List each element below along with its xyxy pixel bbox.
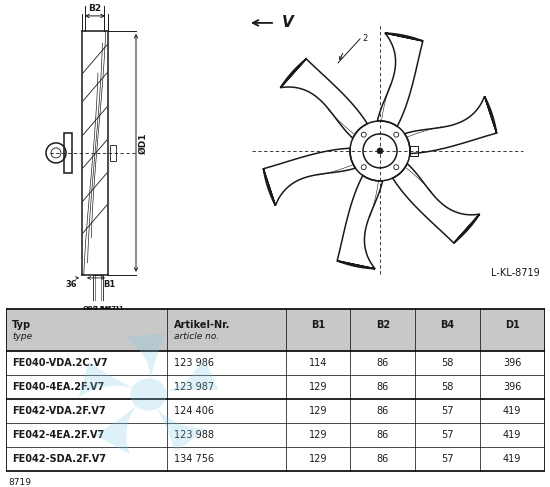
Text: FE042-SDA.2F.V7: FE042-SDA.2F.V7 [12, 454, 106, 464]
Text: 419: 419 [503, 454, 521, 464]
Text: type: type [12, 332, 32, 341]
Text: 57: 57 [441, 430, 454, 440]
Text: 123 988: 123 988 [174, 430, 213, 440]
Polygon shape [165, 356, 218, 392]
Text: 419: 419 [503, 406, 521, 416]
Text: M6: M6 [100, 306, 112, 312]
Text: 86: 86 [377, 430, 389, 440]
Polygon shape [79, 362, 134, 397]
Text: 36: 36 [65, 280, 77, 289]
Text: Typ: Typ [12, 320, 31, 331]
Text: 58: 58 [441, 382, 454, 392]
Bar [93, 275, 103, 303]
Polygon shape [124, 334, 165, 380]
Text: V: V [282, 16, 294, 30]
Bar [110, 145, 116, 161]
Text: 86: 86 [377, 382, 389, 392]
Text: 123 986: 123 986 [174, 358, 213, 368]
Text: B2: B2 [89, 4, 102, 13]
Text: 57: 57 [441, 454, 454, 464]
Text: 419: 419 [503, 430, 521, 440]
Bar [6, 309, 544, 351]
Text: Artikel-Nr.: Artikel-Nr. [174, 320, 230, 331]
Bar [410, 146, 418, 156]
Text: 129: 129 [309, 430, 327, 440]
Text: FE040-VDA.2C.V7: FE040-VDA.2C.V7 [12, 358, 108, 368]
Text: 129: 129 [309, 382, 327, 392]
Text: 8719: 8719 [8, 478, 31, 487]
Text: 86: 86 [377, 358, 389, 368]
Text: article no.: article no. [174, 332, 219, 341]
Text: ØD1: ØD1 [139, 132, 148, 154]
Text: B2: B2 [376, 320, 390, 331]
Text: 123 987: 123 987 [174, 382, 214, 392]
Text: 124 406: 124 406 [174, 406, 213, 416]
Text: Ø90: Ø90 [83, 306, 99, 312]
Text: FE042-VDA.2F.V7: FE042-VDA.2F.V7 [12, 406, 106, 416]
Polygon shape [156, 407, 207, 452]
Text: 2: 2 [362, 35, 367, 43]
Circle shape [377, 148, 383, 154]
Text: 396: 396 [503, 382, 521, 392]
Text: B1: B1 [103, 280, 115, 289]
Text: 11: 11 [114, 306, 124, 312]
Polygon shape [95, 405, 137, 454]
Text: B1: B1 [311, 320, 325, 331]
Text: 7: 7 [111, 306, 116, 312]
Text: 58: 58 [441, 358, 454, 368]
Text: 129: 129 [309, 454, 327, 464]
Text: 86: 86 [377, 454, 389, 464]
Text: 57: 57 [441, 406, 454, 416]
Text: 134 756: 134 756 [174, 454, 214, 464]
Bar [64, 133, 72, 173]
Text: 396: 396 [503, 358, 521, 368]
Text: B4: B4 [441, 320, 454, 331]
Text: 86: 86 [377, 406, 389, 416]
Text: FE042-4EA.2F.V7: FE042-4EA.2F.V7 [12, 430, 104, 440]
Text: 114: 114 [309, 358, 327, 368]
Text: 7.5: 7.5 [93, 306, 105, 312]
Text: L-KL-8719: L-KL-8719 [491, 268, 540, 278]
Text: D1: D1 [505, 320, 520, 331]
Text: FE040-4EA.2F.V7: FE040-4EA.2F.V7 [12, 382, 104, 392]
Circle shape [130, 378, 167, 411]
Text: 129: 129 [309, 406, 327, 416]
